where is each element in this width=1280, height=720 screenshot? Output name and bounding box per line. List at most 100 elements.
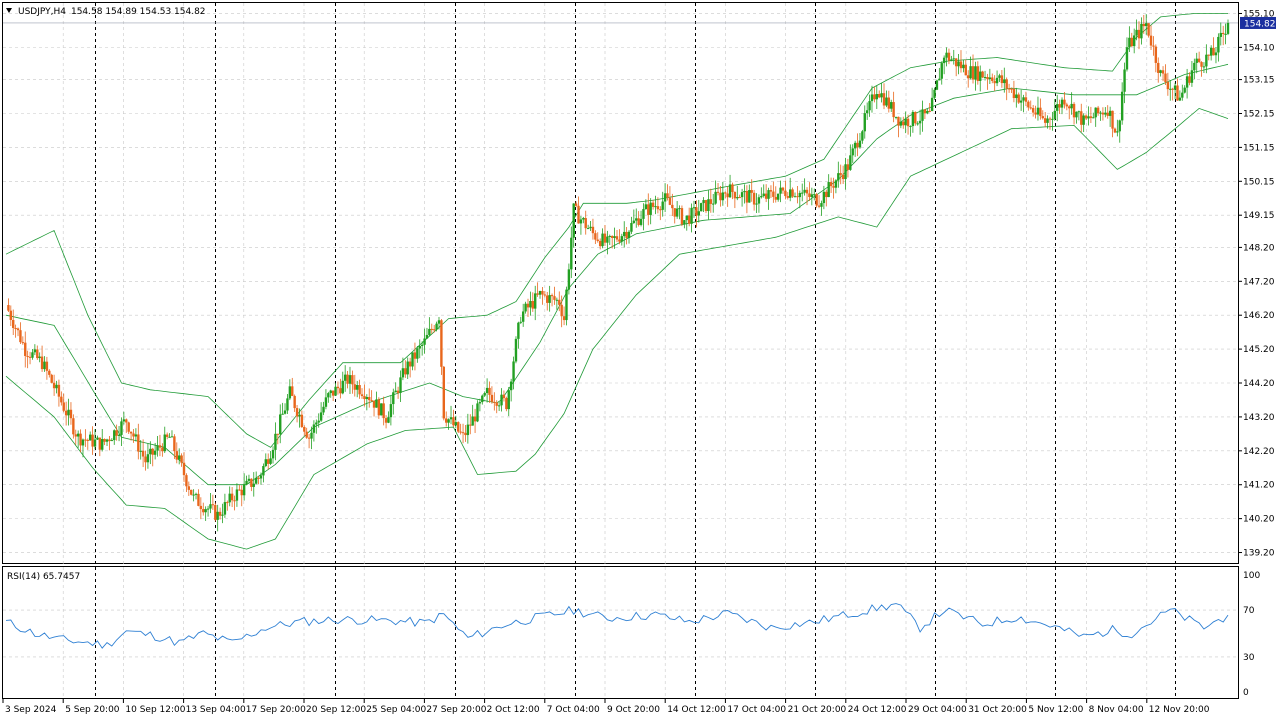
candle-bull (548, 295, 551, 303)
candle-bear (1137, 29, 1141, 39)
candle-bear (1024, 97, 1028, 102)
candle-bull (1077, 111, 1081, 113)
candle-bear (16, 328, 20, 331)
candle-bear (129, 431, 133, 434)
candle-bear (7, 305, 10, 311)
candle-bear (671, 204, 674, 209)
candle-bear (86, 439, 89, 441)
candle-bull (101, 438, 104, 450)
candle-bull (288, 386, 292, 399)
time-tick-label: 7 Oct 04:00 (547, 705, 600, 715)
candle-bull (524, 303, 527, 312)
candle-bear (832, 186, 835, 188)
candle-bull (401, 368, 405, 378)
candle-bull (788, 189, 792, 198)
candle-bear (190, 489, 193, 495)
candle-bull (1181, 92, 1184, 98)
time-tick-label: 9 Oct 20:00 (607, 705, 660, 715)
candle-bull (1003, 79, 1006, 84)
candle-bear (541, 290, 544, 295)
candle-bull (341, 380, 344, 394)
rsi-indicator (5, 603, 1229, 649)
candle-bull (435, 323, 438, 330)
candle-bear (336, 386, 340, 389)
candle-bull (810, 194, 814, 198)
candle-bull (327, 393, 330, 398)
candle-bear (1039, 107, 1042, 117)
candle-bull (942, 57, 946, 64)
candle-bull (1185, 76, 1189, 88)
candle-bear (981, 71, 984, 78)
candle-bull (911, 111, 915, 127)
candle-bull (979, 71, 982, 81)
candle-bear (550, 295, 554, 297)
candle-bear (1065, 104, 1069, 107)
candle-bull (661, 201, 664, 210)
candle-bear (887, 97, 891, 109)
candle-bull (538, 290, 542, 295)
candle-bull (194, 493, 198, 495)
candle-bear (187, 486, 191, 490)
price-tick-label: 142.20 (1243, 447, 1275, 457)
candle-bull (420, 344, 424, 347)
candle-bull (517, 322, 520, 339)
candle-bear (1106, 112, 1109, 116)
candle-bull (481, 395, 484, 403)
candle-bull (974, 66, 977, 80)
candle-bear (562, 316, 566, 321)
candle-bull (822, 191, 826, 204)
dropdown-triangle-icon[interactable] (6, 8, 12, 13)
candle-bull (861, 131, 864, 141)
candle-bull (392, 392, 395, 405)
candle-bull (683, 220, 686, 225)
candle-bull (514, 338, 518, 362)
candle-bull (497, 405, 501, 407)
candle-bear (959, 61, 963, 69)
candles (7, 14, 1230, 532)
candle-bear (165, 434, 169, 437)
candle-bull (471, 416, 474, 426)
candle-bear (84, 439, 87, 441)
candle-bear (432, 329, 436, 331)
candle-bear (182, 462, 186, 476)
candle-bull (728, 184, 732, 198)
candle-bull (387, 417, 390, 423)
price-tick-label: 148.20 (1243, 243, 1275, 253)
candle-bull (437, 320, 441, 324)
candle-bear (353, 384, 356, 390)
price-tick-label: 152.15 (1243, 109, 1275, 119)
candle-bear (459, 431, 462, 433)
candle-bull (699, 203, 703, 212)
candle-bull (322, 406, 325, 413)
candle-bull (998, 75, 1001, 78)
candle-bull (1075, 111, 1078, 118)
candle-bull (909, 126, 912, 128)
candle-bull (1140, 23, 1143, 39)
candle-bear (1171, 88, 1174, 90)
candle-bull (1060, 99, 1064, 108)
candle-bear (928, 110, 931, 112)
candle-bear (442, 366, 446, 419)
candle-bull (512, 361, 515, 382)
time-tick-label: 17 Oct 04:00 (727, 705, 786, 715)
candle-bull (632, 220, 636, 223)
candle-bull (209, 504, 212, 509)
candle-bear (1197, 58, 1201, 63)
candle-bull (918, 120, 922, 124)
candle-bull (269, 458, 272, 464)
candle-bear (108, 439, 111, 442)
price-tick-label: 149.15 (1243, 211, 1275, 221)
candle-bull (1094, 107, 1097, 118)
candle-bull (755, 203, 758, 205)
candle-bull (627, 231, 631, 238)
candle-bear (1188, 76, 1191, 83)
candle-bear (257, 477, 260, 479)
candle-bear (457, 422, 460, 432)
rsi-title: RSI(14) 65.7457 (7, 572, 80, 582)
candle-bear (695, 207, 698, 216)
candle-bull (613, 236, 616, 238)
price-tick-label: 155.10 (1243, 9, 1275, 19)
candle-bear (923, 109, 927, 114)
candle-bear (625, 231, 628, 238)
